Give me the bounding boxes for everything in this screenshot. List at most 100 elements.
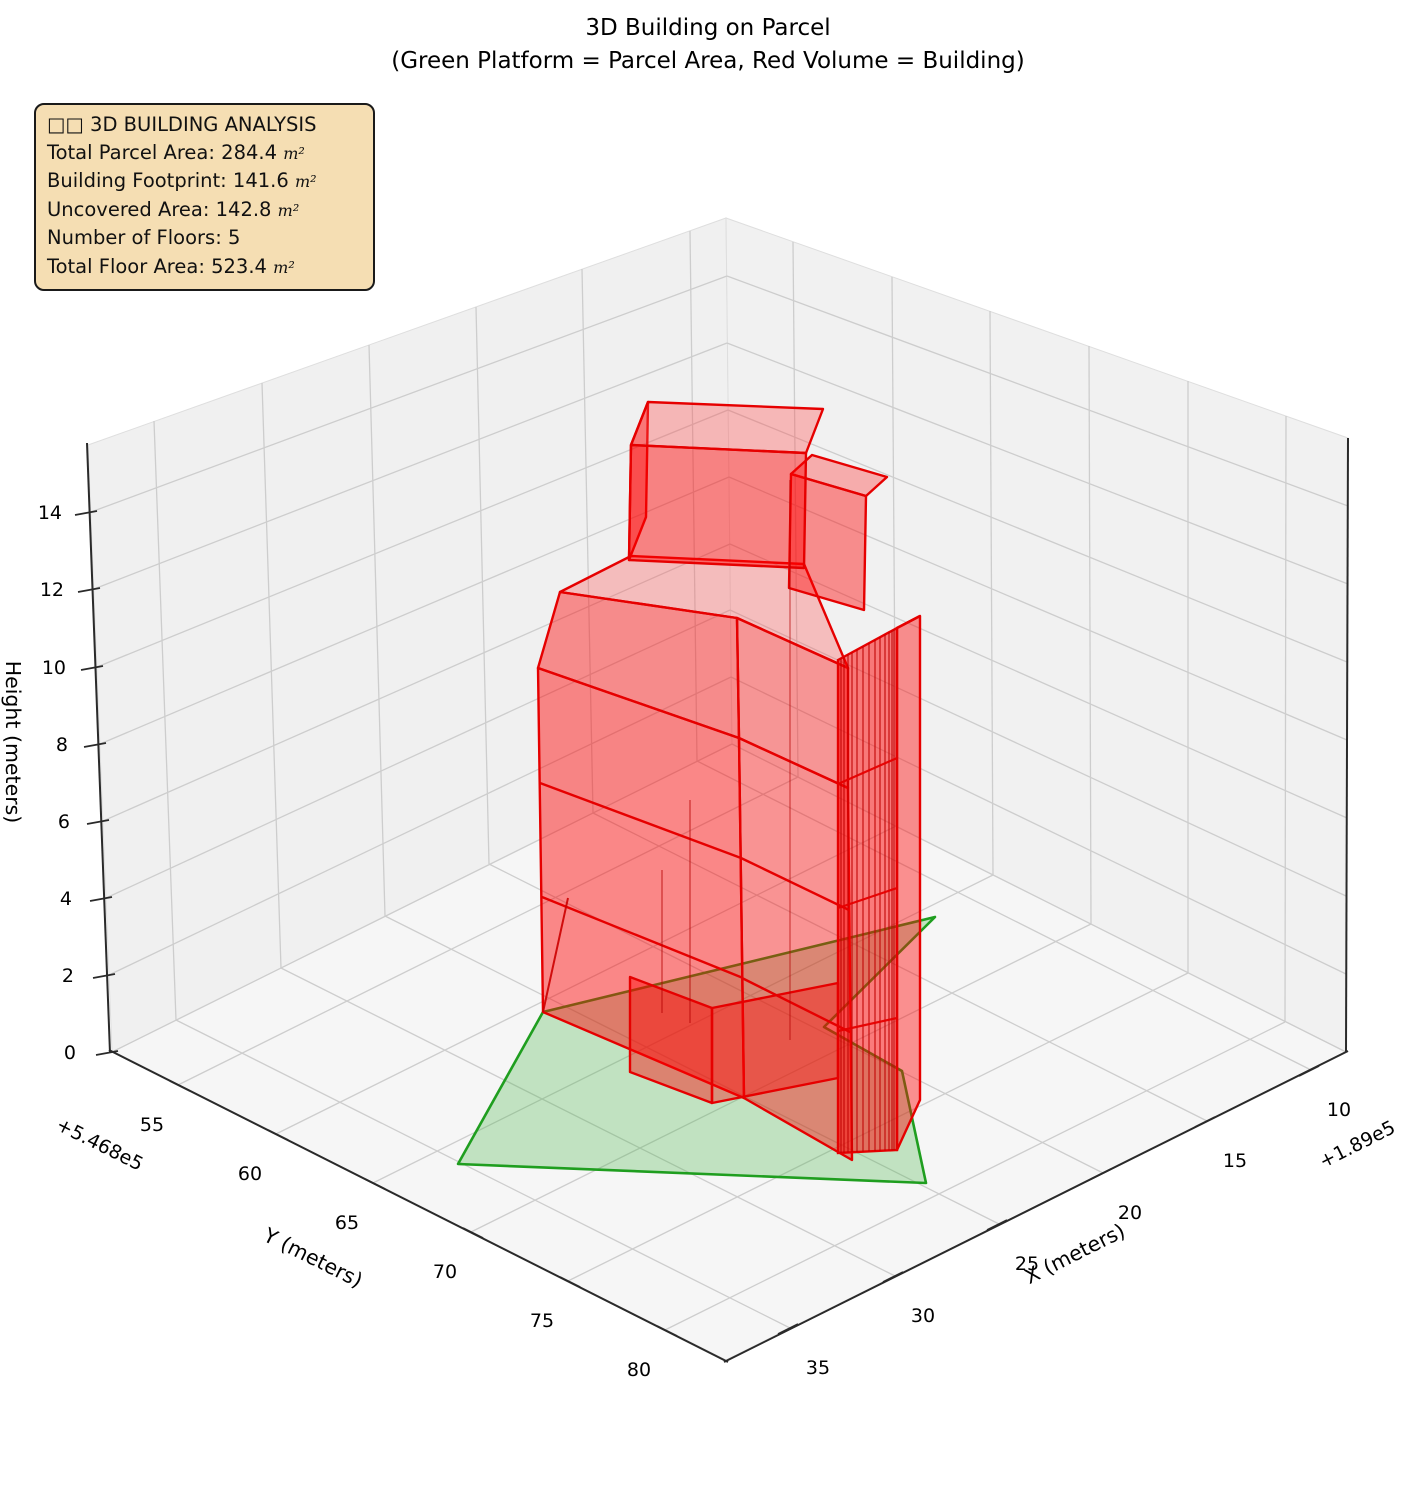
tick-mark-14 [777,1323,799,1335]
gridline-0 [111,743,733,1053]
wing-top-edge [896,614,921,630]
z-axis-label: Height (meters) [1,661,25,824]
tick-mark-8 [169,1080,191,1092]
gridline-1 [108,676,732,976]
tick-mark-4 [83,742,107,748]
z-tick-12: 12 [40,579,64,601]
z-tick-8: 8 [56,734,68,756]
analysis-uncovered: Uncovered Area: 142.8 m² [47,197,300,221]
analysis-footprint: Building Footprint: 141.6 m² [47,169,317,192]
chart-title-line2: (Green Platform = Parcel Area, Red Volum… [391,48,1025,74]
main-left-face [536,666,746,1100]
gridline-6 [93,342,728,590]
tick-mark-11 [462,1227,484,1239]
column-slab-1 [837,886,898,910]
gridline-5 [96,409,729,668]
gridline-25 [1088,345,1092,925]
tick-mark-15 [882,1271,904,1283]
chart-title: 3D Building on Parcel (Green Platform = … [0,12,1416,78]
analysis-title: □□ 3D BUILDING ANALYSIS [47,113,317,136]
axis-spine-1 [108,1049,729,1363]
x-tick-15: 15 [1223,1150,1247,1172]
building-analysis-box: □□ 3D BUILDING ANALYSIS Total Parcel Are… [34,103,375,291]
main-right-face [737,736,854,1162]
analysis-floors: Number of Floors: 5 [47,226,241,249]
slab-z3-left [541,895,744,980]
tick-mark-2 [89,896,113,902]
gridline-39 [664,1021,1286,1331]
gridline-32 [592,812,1208,1122]
column-slab-2 [837,1016,898,1033]
gridline-12 [728,476,1348,741]
gridline-19 [475,306,490,865]
gridline-10 [729,609,1347,897]
tick-mark-3 [86,819,110,825]
gridline-15 [726,275,1349,507]
analysis-parcel-area: Total Parcel Area: 284.4 m² [47,140,305,164]
tick-mark-9 [267,1129,289,1141]
tick-mark-10 [364,1178,386,1190]
axis-spine-2 [723,1050,1349,1363]
x-tick-35: 35 [806,1357,830,1379]
gridline-29 [280,967,896,1277]
gridline-14 [726,342,1349,585]
slab-z3-right [741,976,851,1034]
x-tick-25: 25 [1015,1253,1039,1275]
wing-right-face [895,614,922,1152]
y-offset-text: +5.468e5 [53,1114,147,1176]
tick-mark-19 [1298,1065,1320,1077]
x-tick-30: 30 [911,1305,935,1327]
analysis-floor-area: Total Floor Area: 523.4 m² [47,254,295,278]
gridline-27 [1284,415,1287,1023]
gridline-2 [105,609,731,899]
gridline-11 [729,543,1348,819]
gridline-4 [99,476,730,745]
z-tick-0: 0 [64,1042,76,1064]
tick-mark-0 [95,1050,119,1056]
tick-mark-16 [986,1219,1008,1231]
gridline-30 [384,915,1000,1225]
gridline-35 [275,825,897,1135]
chart-title-line1: 3D Building on Parcel [585,15,831,41]
tick-mark-6 [77,587,101,593]
small-box-front [787,472,868,612]
y-tick-60: 60 [238,1163,262,1185]
tick-mark-17 [1090,1168,1112,1180]
z-tick-14: 14 [38,502,62,524]
top-box-front [627,443,808,570]
x-offset-text: +1.89e5 [1316,1116,1399,1172]
gridline-18 [368,344,386,917]
column-slab-0 [837,756,898,786]
z-tick-6: 6 [58,811,70,833]
y-tick-70: 70 [433,1261,457,1283]
tick-mark-7 [74,510,98,516]
y-tick-75: 75 [530,1310,554,1332]
y-tick-55: 55 [140,1114,164,1136]
axis-spine-0 [86,442,111,1054]
gridline-34 [177,776,799,1086]
gridline-16 [153,420,177,1021]
gridline-3 [102,543,731,822]
gridline-21 [689,230,698,762]
gridline-22 [792,241,799,778]
tick-mark-5 [80,665,104,671]
gridline-7 [90,275,728,513]
tick-mark-18 [1194,1116,1216,1128]
tick-mark-1 [92,973,116,979]
gridline-13 [727,409,1348,663]
gridline-8 [731,743,1347,1053]
z-tick-4: 4 [60,888,72,910]
slab-z6-left [539,781,742,860]
x-tick-10: 10 [1327,1099,1351,1121]
tick-mark-12 [559,1276,581,1288]
slab-z6-right [740,856,850,912]
left-wall-fold [542,897,569,1013]
gridline-20 [581,268,594,814]
z-tick-10: 10 [42,657,66,679]
gridline-31 [488,863,1104,1174]
gridline-17 [261,382,282,969]
tick-mark-13 [656,1325,678,1337]
z-tick-2: 2 [62,965,74,987]
